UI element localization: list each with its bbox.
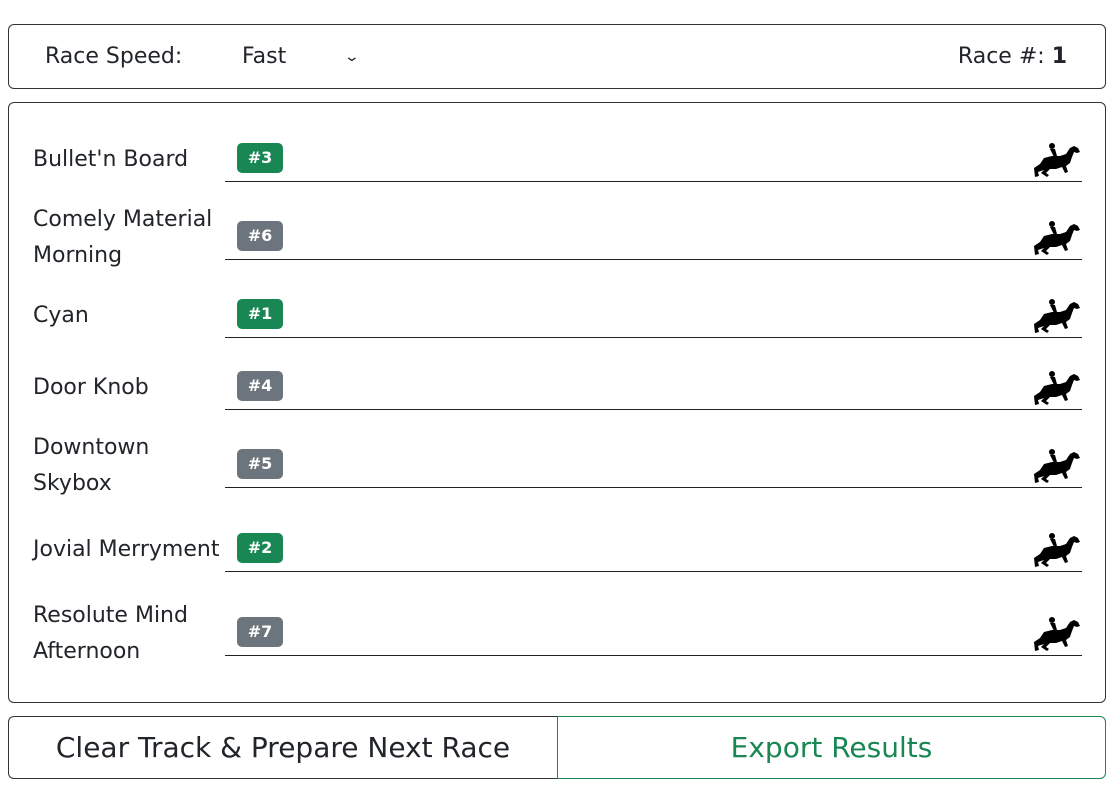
horse-racing-icon <box>1034 142 1080 177</box>
race-number-value: 1 <box>1051 44 1067 69</box>
horse-name: Cyan <box>33 303 89 328</box>
horse-lane: #1 <box>225 289 1082 338</box>
horse-row: Cyan #1 <box>9 277 1105 349</box>
horse-lane: #5 <box>225 439 1082 488</box>
place-badge: #7 <box>237 616 283 647</box>
place-badge: #2 <box>237 532 283 563</box>
horse-racing-icon <box>1034 448 1080 483</box>
horse-lane: #7 <box>225 607 1082 656</box>
race-track: Bullet'n Board #3 Comely Material Mornin… <box>8 102 1106 703</box>
horse-racing-icon <box>1034 532 1080 567</box>
horse-racing-icon <box>1034 220 1080 255</box>
place-badge: #4 <box>237 370 283 401</box>
horse-lane: #6 <box>225 211 1082 260</box>
horse-racing-icon <box>1034 616 1080 651</box>
place-badge: #3 <box>237 142 283 173</box>
horse-name: Comely Material Morning <box>33 207 213 268</box>
horse-row: Bullet'n Board #3 <box>9 121 1105 193</box>
horse-row: Comely Material Morning #6 <box>9 193 1105 277</box>
chevron-down-icon: ⌄ <box>343 48 361 65</box>
race-number: Race #: 1 <box>958 44 1067 69</box>
race-speed-select[interactable]: Fast ⌄ <box>242 44 362 69</box>
horse-lane: #4 <box>225 361 1082 410</box>
race-number-label: Race #: <box>957 44 1045 69</box>
race-speed-value: Fast <box>242 44 287 69</box>
horse-row: Door Knob #4 <box>9 349 1105 421</box>
horse-row: Resolute Mind Afternoon #7 <box>9 589 1105 673</box>
horse-name: Bullet'n Board <box>33 147 189 172</box>
race-controls: Race Speed: Fast ⌄ Race #: 1 <box>8 24 1106 89</box>
horse-name: Door Knob <box>33 375 149 400</box>
horse-racing-icon <box>1034 298 1080 333</box>
place-badge: #5 <box>237 448 283 479</box>
horse-racing-icon <box>1034 370 1080 405</box>
horse-row: Downtown Skybox #5 <box>9 421 1105 505</box>
horse-name: Resolute Mind Afternoon <box>33 603 188 664</box>
horse-row: Jovial Merryment #2 <box>9 505 1105 589</box>
clear-track-button[interactable]: Clear Track & Prepare Next Race <box>8 716 558 779</box>
race-speed-label: Race Speed: <box>45 44 183 69</box>
place-badge: #6 <box>237 220 283 251</box>
horse-name: Downtown Skybox <box>33 435 150 496</box>
horse-lane: #2 <box>225 523 1082 572</box>
horse-name: Jovial Merryment <box>33 537 220 562</box>
horse-lane: #3 <box>225 133 1082 182</box>
place-badge: #1 <box>237 298 283 329</box>
export-results-button[interactable]: Export Results <box>557 716 1106 779</box>
